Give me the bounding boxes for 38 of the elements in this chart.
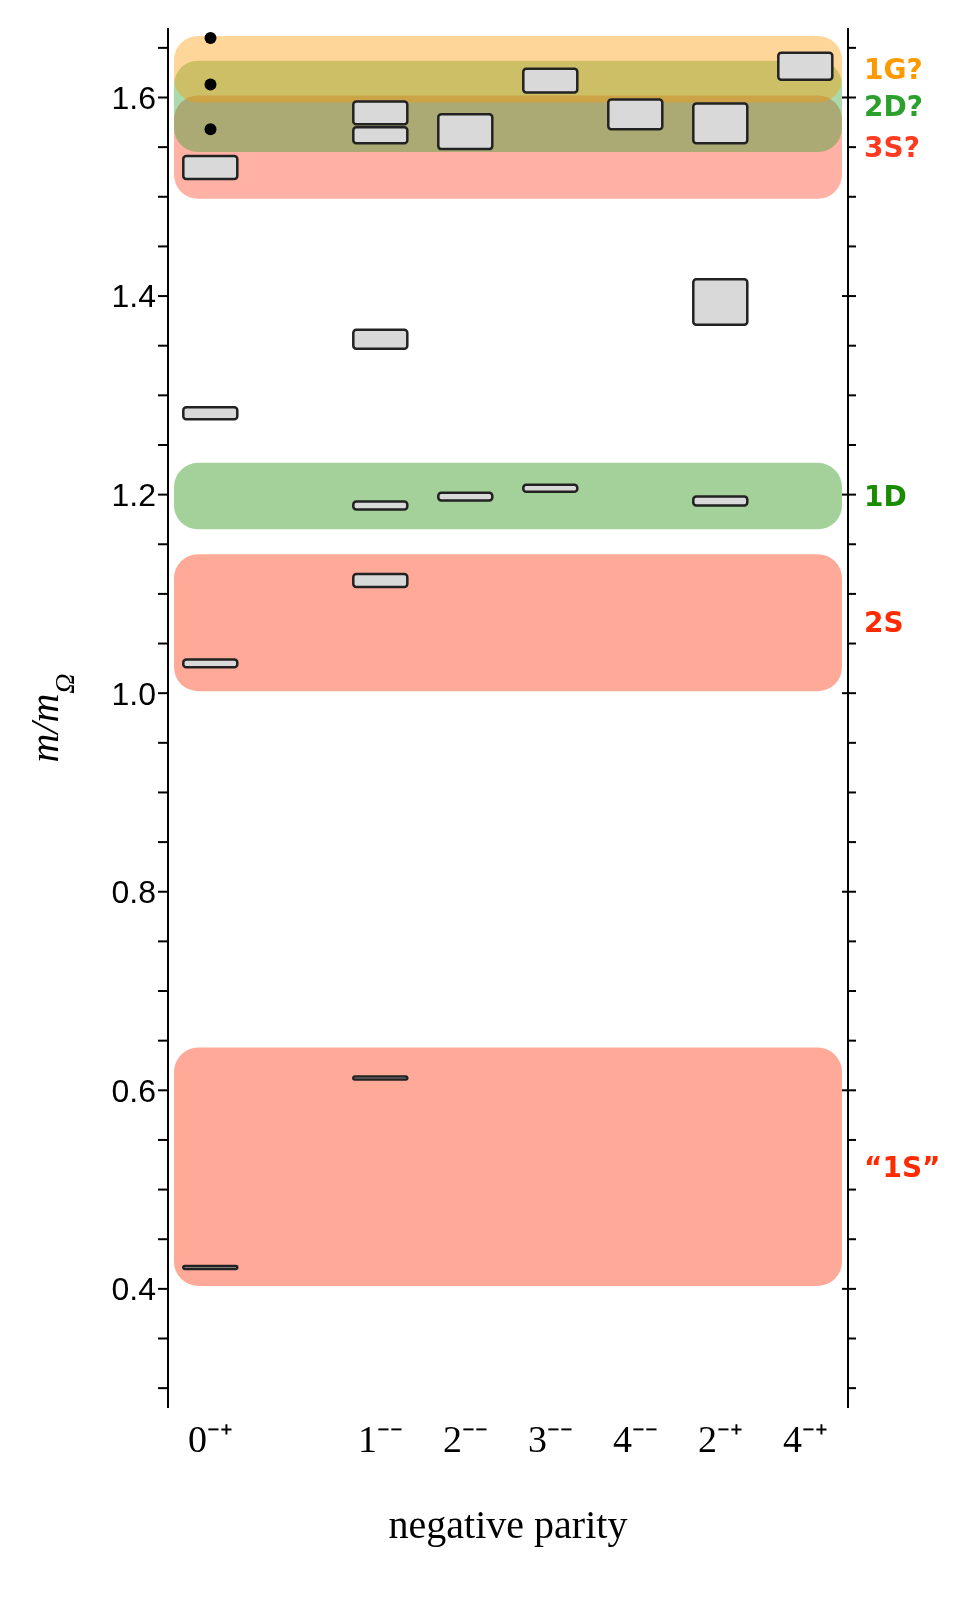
band-label: “1S” <box>864 1150 941 1184</box>
bar <box>522 483 579 493</box>
x-tick-label: 4⁻⁻ <box>613 1418 658 1460</box>
bar <box>352 500 409 511</box>
bar <box>437 113 494 151</box>
bar <box>182 154 239 181</box>
band-label: 1G? <box>864 53 923 86</box>
band-label: 1D <box>864 479 907 513</box>
bar <box>692 102 749 145</box>
y-tick-label: 0.6 <box>111 1072 156 1109</box>
bar <box>182 406 239 421</box>
bar <box>692 495 749 507</box>
bar <box>437 491 494 502</box>
x-tick-label: 2⁻⁺ <box>698 1418 743 1460</box>
y-tick-label: 1.4 <box>111 278 156 315</box>
y-tick-label: 1.2 <box>111 476 156 513</box>
x-tick-label: 0⁻⁺ <box>188 1418 233 1460</box>
x-axis-title: negative parity <box>388 1502 628 1547</box>
x-tick-label: 4⁻⁺ <box>783 1418 828 1460</box>
y-tick-label: 0.4 <box>111 1271 156 1308</box>
x-tick-label: 3⁻⁻ <box>528 1418 573 1460</box>
x-tick-label: 1⁻⁻ <box>358 1418 403 1460</box>
bar <box>352 572 409 589</box>
y-tick-label: 0.8 <box>111 874 156 911</box>
bar <box>352 1075 409 1081</box>
bar <box>607 98 664 131</box>
band-label: 3S? <box>864 130 920 164</box>
band-label: 2D? <box>864 90 923 124</box>
bar <box>182 1264 239 1271</box>
bar <box>777 51 834 81</box>
y-tick-label: 1.0 <box>111 675 156 712</box>
band-label: 2S <box>864 606 904 640</box>
y-tick-label: 1.6 <box>111 79 156 116</box>
bar <box>522 67 579 94</box>
bar <box>692 277 749 327</box>
bar <box>182 658 239 669</box>
bar <box>352 328 409 350</box>
x-tick-label: 2⁻⁻ <box>443 1418 488 1460</box>
